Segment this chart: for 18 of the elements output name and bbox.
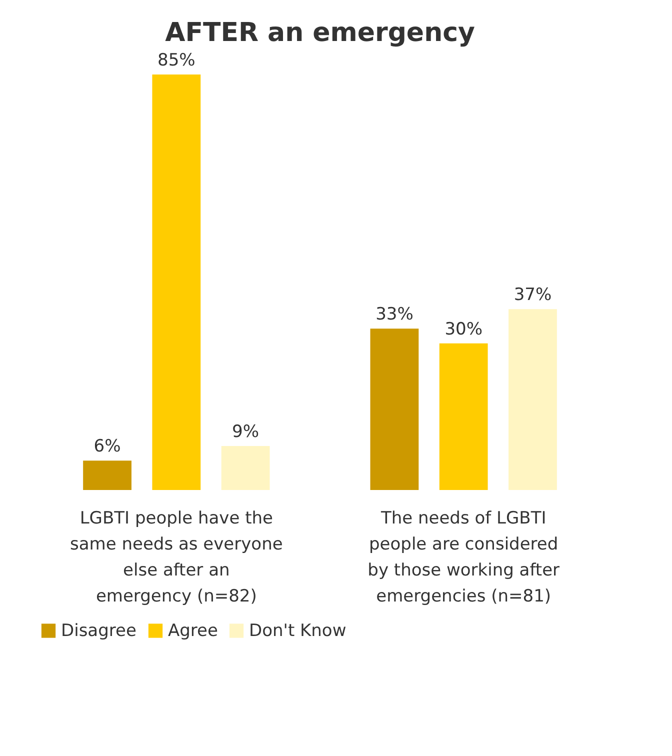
data-label: 9% [232,422,260,442]
x-tick-label: LGBTI people have the same needs as everyone else after an emergency (n=82) [70,508,283,606]
bar [83,460,132,490]
data-label: 30% [444,319,482,340]
data-label: 33% [376,304,414,325]
bar [221,446,270,490]
data-label: 6% [94,436,121,457]
legend-label: Disagree [61,620,136,641]
legend-label: Don't Know [249,620,346,641]
data-label: 37% [514,285,552,306]
bar [439,343,488,490]
bar [370,328,419,490]
chart-title: AFTER an emergency [165,18,475,48]
legend-label: Agree [168,620,218,641]
data-label: 85% [158,50,196,70]
bar [508,309,557,490]
x-tick-label: The needs of LGBTI people are considered by those working after emergencies (n=81) [368,508,560,606]
bar [152,74,201,490]
